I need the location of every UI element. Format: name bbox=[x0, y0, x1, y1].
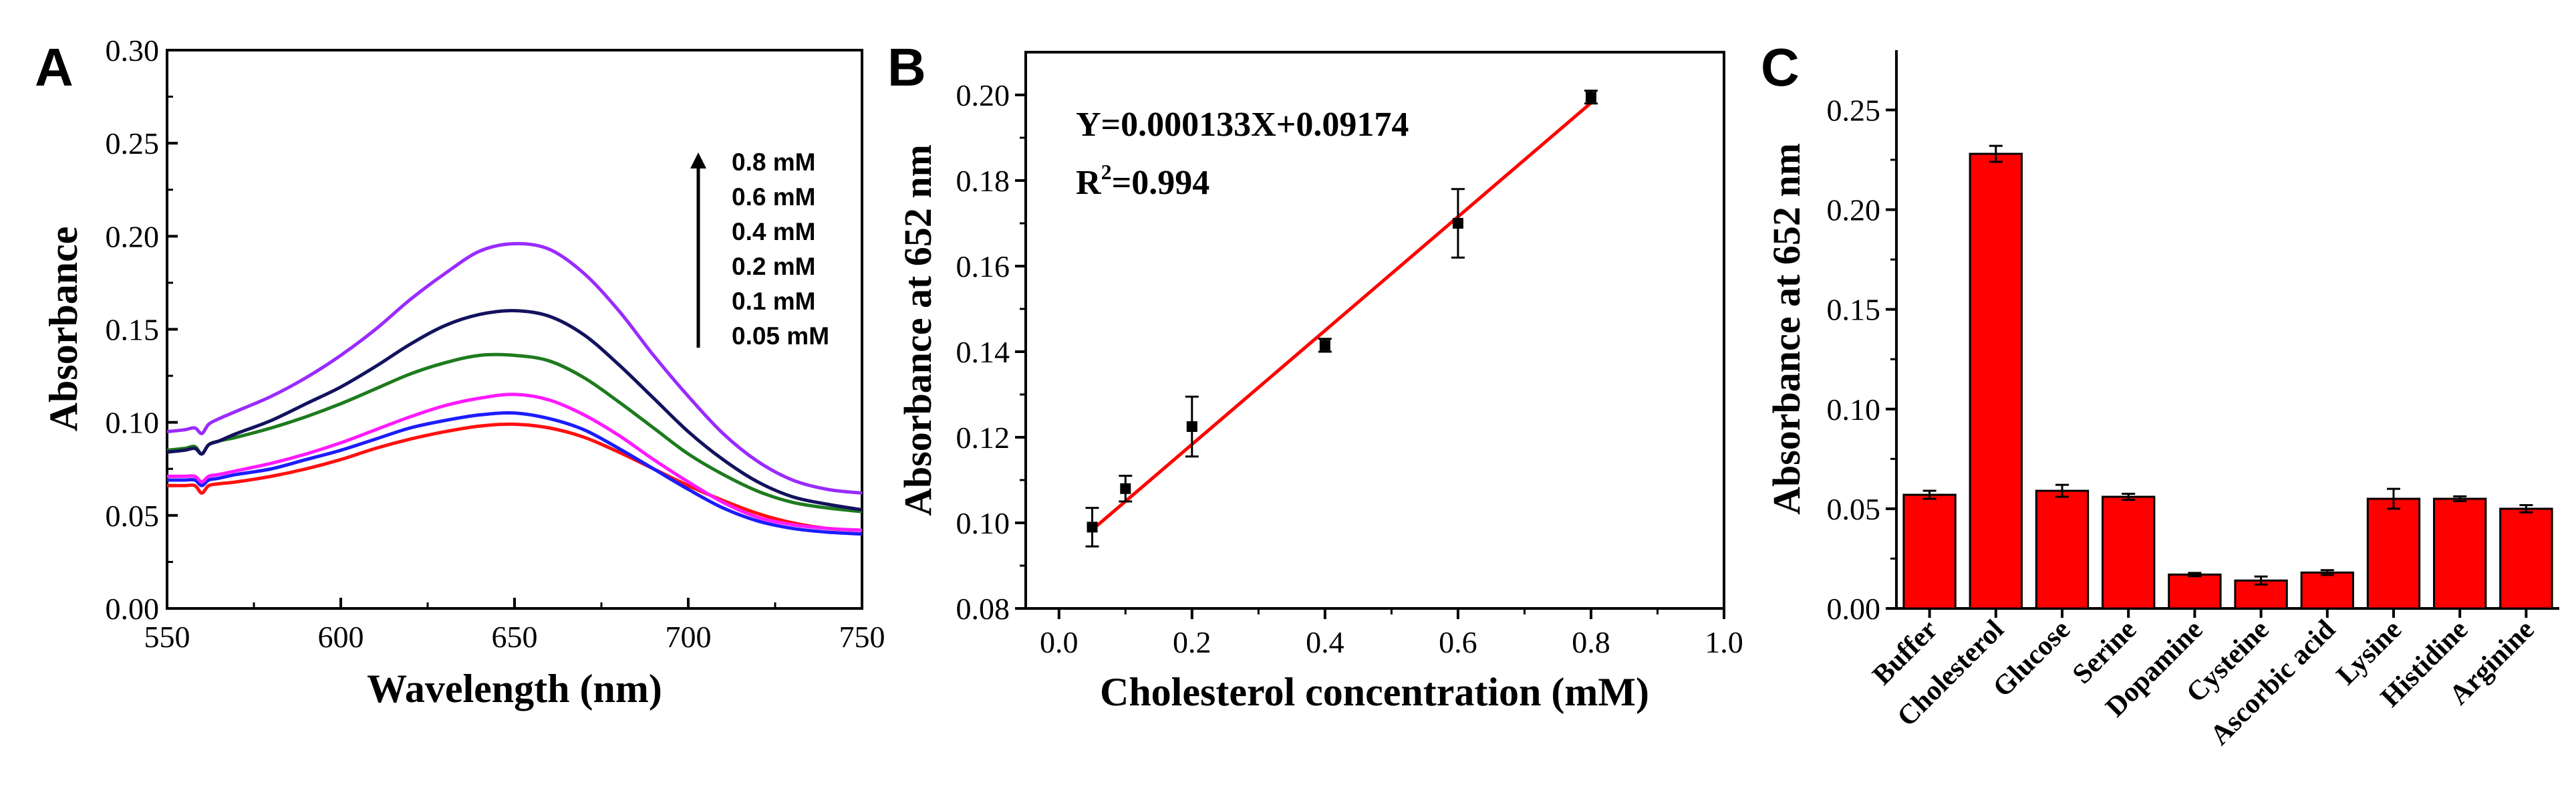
y-tick-label: 0.00 bbox=[1827, 592, 1881, 626]
r-squared-value: =0.994 bbox=[1112, 164, 1210, 202]
panel-a-x-axis-title: Wavelength (nm) bbox=[367, 667, 662, 711]
x-tick-label: 600 bbox=[318, 620, 364, 654]
linear-fit-line bbox=[1091, 102, 1592, 532]
legend-entry: 0.8 mM bbox=[732, 148, 815, 176]
data-point bbox=[1087, 522, 1098, 533]
panel-c-chart: 0.000.050.100.150.200.25 BufferCholester… bbox=[1765, 50, 2559, 751]
panel-label-a: A bbox=[35, 37, 74, 97]
spectrum-line bbox=[166, 241, 863, 495]
spectrum-line bbox=[167, 422, 863, 532]
panel-a-legend: 0.8 mM 0.6 mM 0.4 mM 0.2 mM 0.1 mM 0.05 … bbox=[690, 148, 829, 350]
x-tick-label: 0.6 bbox=[1439, 625, 1477, 659]
bar bbox=[2433, 497, 2487, 610]
legend-entry: 0.6 mM bbox=[732, 183, 815, 211]
x-tick-label: 0.0 bbox=[1040, 625, 1079, 659]
data-point bbox=[1186, 421, 1197, 432]
y-tick-label: 0.12 bbox=[956, 421, 1010, 455]
up-arrow-icon bbox=[690, 152, 706, 168]
r-squared-letter: R bbox=[1076, 164, 1102, 202]
x-tick-label: 0.8 bbox=[1572, 625, 1610, 659]
y-tick-label: 0.30 bbox=[106, 33, 160, 68]
y-tick-label: 0.10 bbox=[106, 406, 160, 440]
x-tick-label: 650 bbox=[492, 620, 538, 654]
y-tick-label: 0.00 bbox=[106, 592, 160, 626]
x-tick-label: 700 bbox=[666, 620, 712, 654]
y-tick-label: 0.10 bbox=[1827, 392, 1881, 427]
legend-entry: 0.2 mM bbox=[732, 253, 815, 280]
panel-a-y-axis-title: Absorbance bbox=[41, 227, 86, 432]
y-tick-label: 0.25 bbox=[106, 126, 160, 160]
legend-entry: 0.4 mM bbox=[732, 218, 815, 245]
y-tick-label: 0.20 bbox=[106, 219, 160, 253]
y-tick-label: 0.15 bbox=[1827, 293, 1881, 327]
y-tick-label: 0.20 bbox=[956, 78, 1010, 112]
data-point bbox=[1452, 218, 1463, 229]
x-tick-label: 0.4 bbox=[1306, 625, 1344, 659]
panel-b-y-axis-title: Absorbance at 652 nm bbox=[896, 144, 940, 516]
panel-b-axes-frame bbox=[1024, 51, 1725, 610]
bar bbox=[2035, 489, 2090, 610]
legend-entry: 0.1 mM bbox=[732, 288, 815, 315]
y-tick-label: 0.15 bbox=[106, 313, 160, 347]
panel-label-b: B bbox=[887, 37, 926, 97]
x-tick-label: 750 bbox=[839, 620, 885, 654]
bar bbox=[2168, 573, 2222, 610]
y-tick-label: 0.25 bbox=[1827, 93, 1881, 127]
bar bbox=[2499, 507, 2553, 610]
panel-label-c: C bbox=[1761, 37, 1800, 97]
r-squared-superscript: 2 bbox=[1101, 160, 1112, 184]
r-squared: R2=0.994 bbox=[1076, 160, 1209, 202]
y-tick-label: 0.05 bbox=[106, 499, 160, 533]
spectrum-line bbox=[167, 392, 863, 532]
bar bbox=[2102, 495, 2156, 610]
y-tick-label: 0.16 bbox=[956, 249, 1010, 283]
panel-b-chart: 0.0 0.2 0.4 0.6 0.8 1.0 0.08 0.10 0.12 0.14 0.16 0.… bbox=[896, 51, 1743, 714]
y-tick-label: 0.05 bbox=[1827, 492, 1881, 526]
data-point bbox=[1319, 340, 1330, 351]
bar bbox=[2366, 497, 2421, 610]
bar bbox=[1902, 493, 1957, 610]
x-tick-label: 1.0 bbox=[1705, 625, 1743, 659]
spectrum-line bbox=[166, 309, 863, 511]
bar bbox=[2300, 571, 2354, 610]
panel-c-y-axis-title: Absorbance at 652 nm bbox=[1765, 143, 1808, 515]
panel-b-x-axis-title: Cholesterol concentration (mM) bbox=[1100, 670, 1649, 714]
panel-a-chart: 550 600 650 700 750 0.00 0.05 0.10 0.15 0.20 0.25 0… bbox=[41, 33, 885, 711]
x-tick-label: 0.2 bbox=[1173, 625, 1211, 659]
spectrum-line bbox=[166, 352, 863, 513]
y-tick-label: 0.10 bbox=[956, 506, 1010, 540]
data-point bbox=[1585, 92, 1596, 103]
y-tick-label: 0.18 bbox=[956, 164, 1010, 198]
y-tick-label: 0.20 bbox=[1827, 193, 1881, 227]
y-tick-label: 0.14 bbox=[956, 335, 1010, 369]
legend-entry: 0.05 mM bbox=[732, 322, 829, 350]
data-point bbox=[1120, 483, 1131, 494]
x-tick-label: 550 bbox=[144, 620, 190, 654]
bar bbox=[1969, 152, 2023, 610]
fit-equation: Y=0.000133X+0.09174 bbox=[1076, 106, 1409, 144]
spectrum-line bbox=[167, 411, 863, 536]
y-tick-label: 0.08 bbox=[956, 592, 1010, 626]
